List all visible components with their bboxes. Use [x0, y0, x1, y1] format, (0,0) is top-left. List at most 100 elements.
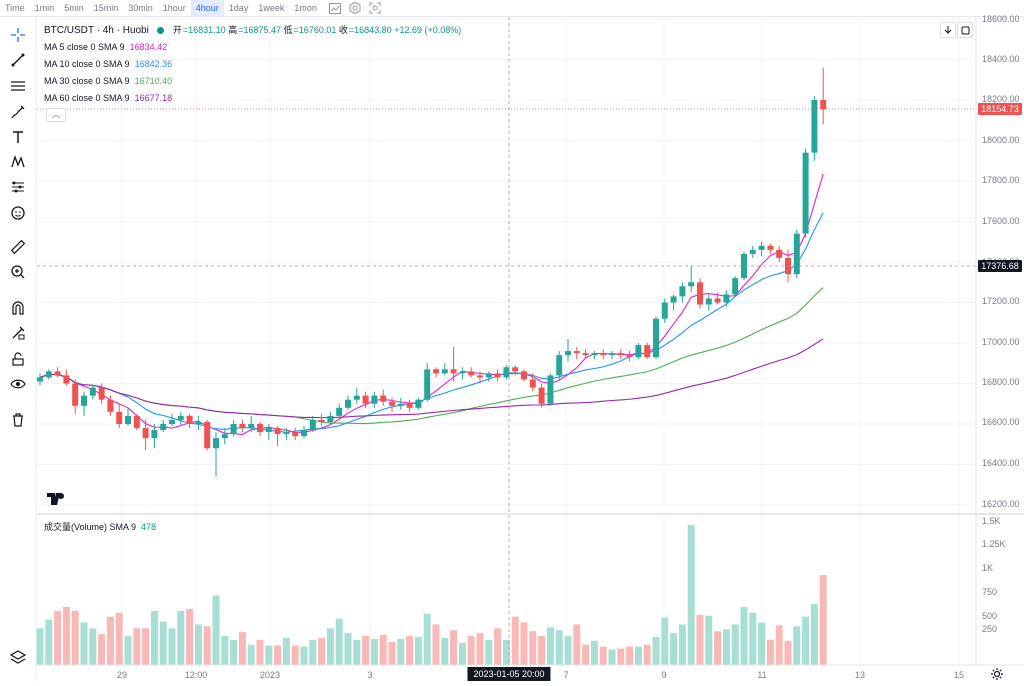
trash-icon[interactable]: [8, 410, 28, 430]
candle-body: [45, 371, 52, 378]
candle-body: [133, 415, 140, 429]
tf-1min[interactable]: 1min: [34, 3, 55, 13]
candle-body: [468, 371, 475, 376]
volume-legend[interactable]: 成交量(Volume) SMA 9 478: [44, 520, 156, 533]
lock-drawing-icon[interactable]: [8, 323, 28, 343]
ma5-label: MA 5 close 0 SMA 9: [44, 42, 125, 52]
horizontal-lines-icon[interactable]: [8, 76, 28, 96]
volume-bar: [168, 628, 176, 665]
price-label: 17000.00: [982, 337, 1020, 347]
volume-bar: [634, 646, 642, 665]
prediction-icon[interactable]: [8, 177, 28, 197]
volume-bar: [617, 648, 625, 665]
candle-body: [230, 424, 237, 435]
candle-body: [741, 253, 747, 279]
volume-bar: [115, 612, 123, 665]
candle-body: [617, 353, 624, 356]
volume-bar: [573, 624, 581, 665]
time-label: 12:00: [184, 670, 208, 680]
candle-body: [450, 369, 457, 374]
candle-body: [758, 245, 765, 250]
volume-bar: [274, 645, 282, 665]
tf-5min[interactable]: 5min: [64, 3, 84, 13]
candle-body: [397, 403, 404, 406]
tf-1day[interactable]: 1day: [228, 3, 249, 13]
chart-type-icon[interactable]: [328, 2, 342, 14]
volume-bar: [89, 628, 97, 665]
volume-bar: [705, 615, 713, 665]
volume-axis-label: 1K: [982, 563, 994, 573]
collapse-legend-button[interactable]: ︿: [46, 108, 66, 122]
pattern-icon[interactable]: [8, 152, 28, 172]
unlock-icon[interactable]: [8, 349, 28, 369]
screenshot-icon[interactable]: [368, 2, 382, 14]
crosshair-icon[interactable]: [8, 25, 28, 45]
candle-body: [529, 379, 536, 388]
volume-bar: [414, 636, 422, 665]
volume-bar: [62, 607, 70, 665]
ma10-label: MA 10 close 0 SMA 9: [44, 59, 130, 69]
tf-30min[interactable]: 30min: [128, 3, 153, 13]
time-axis[interactable]: 29 12:00 2023 3 7 9 11 13 15 2023-01-05 …: [37, 665, 976, 683]
candle-body: [785, 257, 791, 275]
visibility-eye-icon[interactable]: [8, 374, 28, 394]
tf-time[interactable]: Time: [5, 3, 25, 13]
volume-bar: [71, 610, 79, 665]
chart-settings-gear-icon[interactable]: [990, 667, 1006, 683]
volume-bar: [810, 604, 818, 665]
candle-body: [142, 428, 149, 439]
candle-body: [688, 282, 695, 287]
emoji-icon[interactable]: [8, 203, 28, 223]
volume-bar: [687, 524, 695, 665]
volume-bar: [590, 640, 598, 665]
volume-bar: [300, 646, 308, 665]
indicator-ma10[interactable]: MA 10 close 0 SMA 9 16842.36: [44, 56, 461, 73]
tf-4hour[interactable]: 4hour: [190, 0, 224, 16]
volume-bar: [661, 617, 669, 665]
trend-line-icon[interactable]: [8, 50, 28, 70]
candle-body: [380, 395, 387, 402]
brush-icon[interactable]: [8, 102, 28, 122]
candle-body: [723, 294, 730, 303]
tf-1hour[interactable]: 1hour: [162, 3, 186, 13]
candles-group: [37, 67, 827, 477]
layers-icon[interactable]: [8, 647, 28, 667]
candle-body: [89, 387, 96, 396]
indicator-ma30[interactable]: MA 30 close 0 SMA 9 16710.40: [44, 73, 461, 90]
indicator-ma60[interactable]: MA 60 close 0 SMA 9 16677.18: [44, 90, 461, 107]
ma5-value: 16834.42: [129, 42, 168, 52]
volume-bar: [467, 636, 475, 665]
candle-body: [714, 298, 721, 303]
scroll-down-icon[interactable]: [940, 22, 956, 38]
price-label: 16200.00: [982, 499, 1020, 509]
volume-bar: [309, 639, 317, 665]
volume-bar: [608, 649, 616, 665]
symbol-title[interactable]: BTC/USDT · 4h · Huobi: [44, 25, 149, 36]
volume-bar: [714, 631, 722, 665]
volume-bar: [784, 640, 792, 665]
tf-1week[interactable]: 1week: [258, 3, 285, 13]
volume-bar: [802, 616, 810, 665]
volume-axis[interactable]: 1.5K 1.25K 1K 750 500 250: [976, 515, 1024, 665]
ruler-icon[interactable]: [8, 237, 28, 257]
ma30-label: MA 30 close 0 SMA 9: [44, 76, 130, 86]
volume-bar: [406, 636, 414, 665]
tf-1mon[interactable]: 1mon: [294, 3, 317, 13]
volume-bar: [555, 630, 563, 665]
indicator-ma5[interactable]: MA 5 close 0 SMA 9 16834.42: [44, 39, 461, 56]
candle-body: [186, 415, 193, 424]
zoom-in-icon[interactable]: [8, 262, 28, 282]
candle-body: [485, 373, 492, 378]
text-tool-icon[interactable]: [8, 127, 28, 147]
candle-body: [37, 377, 43, 382]
candle-body: [653, 318, 659, 358]
settings-icon[interactable]: [348, 2, 362, 14]
volume-bar: [740, 607, 748, 665]
magnet-icon[interactable]: [8, 298, 28, 318]
candle-body: [547, 375, 554, 404]
time-label: 29: [116, 670, 128, 680]
refresh-icon[interactable]: [957, 22, 973, 38]
price-axis[interactable]: 18600.00 18400.00 18200.00 18000.00 1780…: [976, 14, 1024, 514]
tf-15min[interactable]: 15min: [93, 3, 119, 13]
volume-bar: [370, 638, 378, 665]
